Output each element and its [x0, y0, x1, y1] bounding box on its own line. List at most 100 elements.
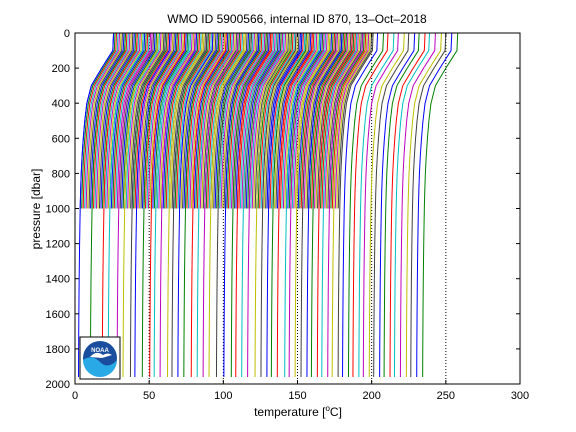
profile-line: [251, 32, 287, 209]
profile-line: [125, 32, 161, 209]
profile-line: [207, 32, 242, 209]
profile-line: [211, 32, 247, 209]
profile-line: [167, 32, 202, 209]
profile-line: [241, 32, 278, 377]
profile-line: [294, 32, 330, 209]
profile-line: [140, 32, 175, 209]
profile-line: [149, 32, 184, 209]
profile-line: [84, 32, 119, 209]
profile-line: [223, 32, 258, 209]
y-tick-label: 400: [52, 98, 70, 110]
profile-line: [115, 32, 150, 209]
profile-line: [325, 32, 361, 209]
profile-line: [235, 32, 270, 209]
profile-line: [228, 32, 263, 209]
profile-line: [107, 32, 144, 377]
x-tick-label: 200: [362, 390, 380, 402]
profile-line: [122, 32, 159, 377]
profile-line: [96, 32, 131, 209]
profile-line: [373, 32, 410, 377]
profile-line: [247, 32, 284, 377]
profile-line: [259, 32, 294, 209]
profile-line: [300, 32, 336, 209]
profile-line: [219, 32, 254, 209]
profile-line: [215, 32, 253, 377]
profile-line: [183, 32, 218, 209]
profile-line: [245, 32, 281, 209]
y-tick-label: 1200: [46, 239, 70, 251]
profile-line: [101, 32, 138, 377]
profile-line: [129, 32, 166, 377]
profile-line: [319, 32, 355, 209]
profile-line: [276, 32, 312, 209]
profile-line: [284, 32, 319, 209]
profile-line: [321, 32, 356, 209]
x-axis-ticks: 0 50 100 150 200 250 300: [72, 33, 529, 402]
profile-line: [309, 32, 344, 209]
profile-line: [282, 32, 318, 209]
profile-line: [171, 32, 207, 209]
profile-line: [159, 32, 195, 209]
profile-line: [104, 32, 140, 209]
profile-line: [183, 32, 220, 377]
profile-line: [422, 32, 459, 377]
profile-line: [379, 32, 416, 377]
noaa-logo-gull: [90, 352, 112, 358]
profile-line: [222, 32, 257, 209]
profile-line: [300, 32, 337, 377]
profile-line: [174, 32, 209, 209]
profile-line: [122, 32, 158, 209]
profile-line: [405, 32, 442, 377]
profile-line: [137, 32, 172, 209]
profile-line: [100, 32, 135, 209]
x-axis-label-suffix: C]: [330, 405, 342, 419]
x-tick-label: 0: [72, 390, 78, 402]
profile-line: [274, 32, 309, 209]
profile-line: [288, 32, 324, 209]
profile-line: [190, 32, 227, 377]
profile-line: [266, 32, 303, 377]
profile-line: [226, 32, 261, 209]
profile-line: [257, 32, 293, 209]
profile-line: [98, 32, 134, 209]
profile-line: [119, 32, 155, 209]
profile-line: [275, 32, 310, 209]
profile-line: [269, 32, 304, 209]
profile-line: [153, 32, 190, 377]
profile-line: [110, 32, 146, 209]
profile-line: [287, 32, 322, 209]
profile-line: [162, 32, 198, 209]
profile-line: [306, 32, 343, 377]
profile-line: [167, 32, 204, 377]
y-tick-label: 200: [52, 63, 70, 75]
y-tick-label: 1000: [46, 204, 70, 216]
profile-line: [260, 32, 296, 209]
profile-line: [205, 32, 241, 209]
profile-line: [327, 32, 364, 377]
profile-line: [107, 32, 143, 209]
profile-line: [254, 32, 290, 209]
profile-line: [190, 32, 226, 209]
profile-line: [134, 32, 169, 209]
profile-line: [253, 32, 288, 209]
profile-line: [208, 32, 244, 209]
profile-line: [196, 32, 233, 377]
profile-line: [159, 32, 196, 377]
profile-line: [399, 32, 436, 377]
profile-line: [342, 32, 379, 377]
profile-line: [297, 32, 333, 209]
profile-line: [153, 32, 189, 209]
profile-line: [327, 32, 362, 209]
profile-line: [139, 32, 174, 209]
profile-line: [214, 32, 250, 209]
y-axis-ticks: 0 200 400 600 800 1000 1200 1400 1600 1800 2000: [46, 28, 520, 391]
profile-line: [230, 32, 266, 209]
profile-line: [158, 32, 193, 209]
profile-line: [254, 32, 291, 377]
profile-line: [337, 32, 373, 209]
profile-line: [186, 32, 221, 209]
profile-line: [314, 32, 349, 209]
profile-line: [93, 32, 128, 209]
profile-line: [128, 32, 164, 209]
